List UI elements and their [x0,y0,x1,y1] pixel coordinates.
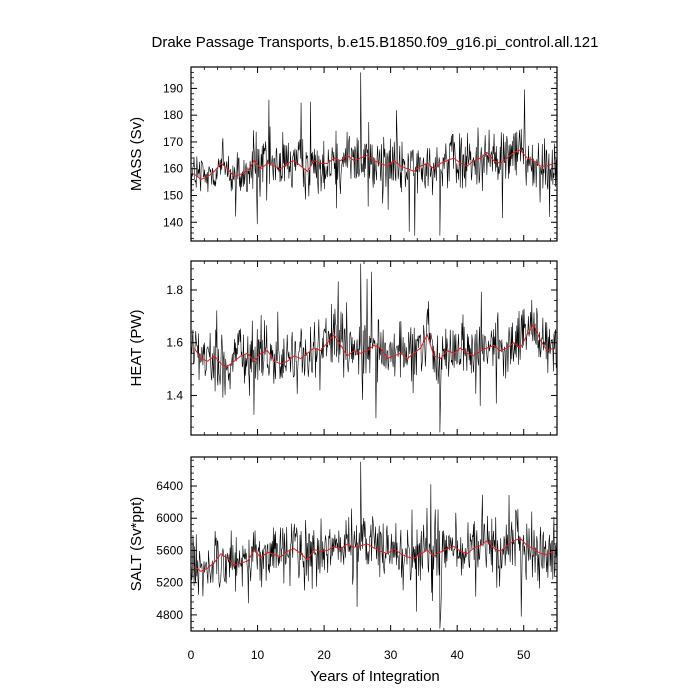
panel-frame [190,260,558,436]
y-tick-label: 1.6 [166,336,183,350]
x-tick-label: 30 [384,648,398,662]
y-tick-label: 190 [163,81,183,95]
x-axis-label: Years of Integration [310,668,440,685]
y-tick-label: 5600 [156,543,183,557]
monthly-series-line [191,263,557,433]
y-tick-label: 6400 [156,479,183,493]
y-tick-label: 1.4 [166,388,183,402]
panel-salt: 4800 5200 5600 6000 6400 SALT (Sv*ppt) 0 10 20 30… [128,456,558,662]
y-tick-label: 140 [163,215,183,229]
annual-mean-series-line [194,537,554,572]
y-axis-label: HEAT (PW) [128,310,145,387]
y-tick-label: 180 [163,108,183,122]
x-tick-label: 20 [317,648,331,662]
y-tick-label: 160 [163,162,183,176]
annual-mean-series-line [193,323,554,368]
y-tick-label: 150 [163,188,183,202]
panel-frame [190,66,558,242]
panel-mass: 140 150 160 170 180 190 MASS (Sv) [128,66,558,242]
y-tick-label: 1.8 [166,283,183,297]
y-tick-label: 5200 [156,576,183,590]
y-tick-label: 170 [163,135,183,149]
x-tick-label: 40 [451,648,465,662]
monthly-series-line [191,461,557,629]
y-axis-label: SALT (Sv*ppt) [128,497,145,591]
x-tick-label: 0 [188,648,195,662]
x-tick-label: 10 [251,648,265,662]
panel-heat: 1.4 1.6 1.8 HEAT (PW) [128,260,558,436]
panels-group: 140 150 160 170 180 190 MASS (Sv) 1.4 1.6 1.8 HEAT… [128,66,558,662]
x-tick-label: 50 [517,648,531,662]
y-tick-label: 6000 [156,511,183,525]
y-tick-label: 4800 [156,608,183,622]
monthly-series-line [191,72,557,236]
annual-mean-series-line [194,149,554,181]
y-axis-label: MASS (Sv) [128,117,145,191]
chart-title: Drake Passage Transports, b.e15.B1850.f0… [152,34,599,51]
panel-frame [190,456,558,632]
